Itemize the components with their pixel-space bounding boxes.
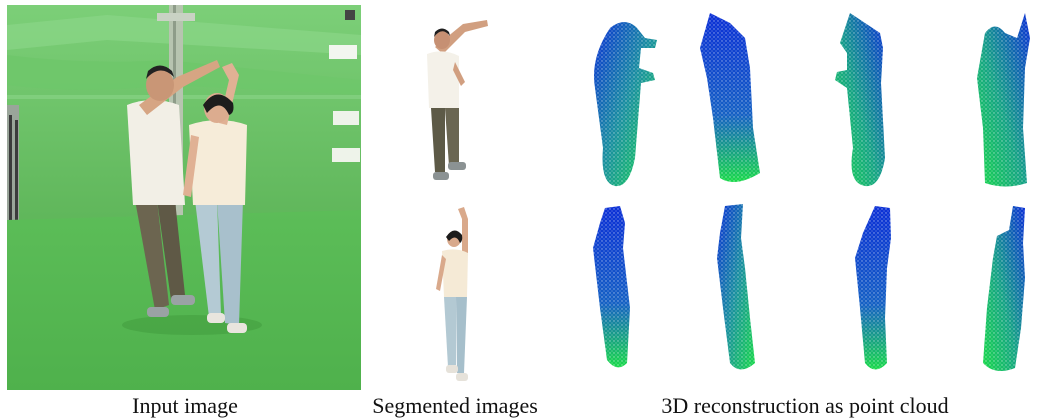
input-photo: [7, 5, 361, 390]
man-figure: [127, 60, 220, 317]
woman-figure: [183, 63, 247, 333]
caption-point-cloud: 3D reconstruction as point cloud: [661, 393, 949, 418]
point-cloud-bottom-4: [983, 206, 1025, 372]
segmented-man: [415, 12, 495, 192]
point-cloud-top-1: [594, 22, 657, 187]
caption-segmented-images: Segmented images: [372, 393, 538, 418]
point-cloud-top-2: [700, 13, 760, 182]
point-cloud-bottom-1: [593, 206, 630, 368]
point-cloud-grid: [593, 13, 1030, 372]
segmented-woman: [432, 205, 482, 385]
point-cloud-top-3: [835, 13, 885, 187]
caption-input-image: Input image: [132, 393, 238, 418]
input-image-panel: [7, 5, 361, 390]
point-cloud-top-4: [977, 13, 1030, 187]
point-cloud-bottom-2: [717, 204, 755, 370]
point-cloud-bottom-3: [855, 206, 891, 370]
